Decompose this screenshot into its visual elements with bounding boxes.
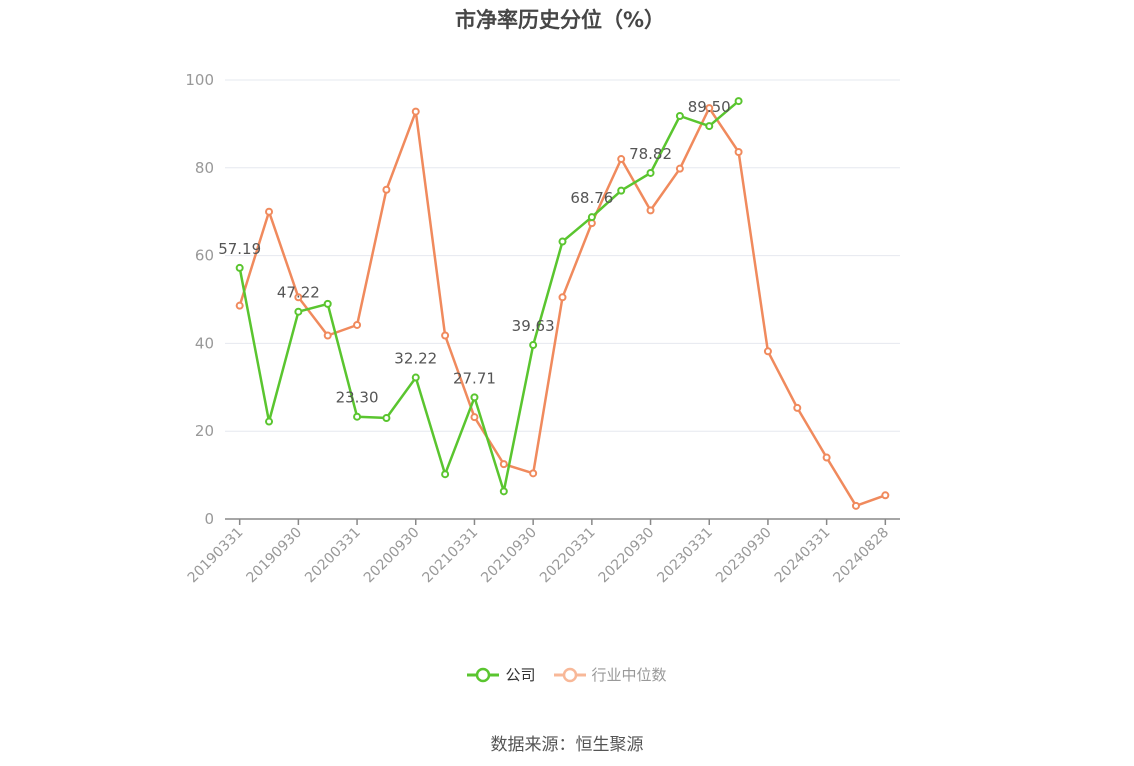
legend: 公司 行业中位数 [0,664,1134,685]
industry-data-point [441,331,450,340]
x-tick-label: 20230331 [654,525,716,587]
company-series-line [238,100,740,493]
company-data-point [529,341,538,350]
series-lines [235,97,890,510]
x-tick-label: 20230930 [713,525,775,587]
y-tick-label: 40 [195,334,214,352]
legend-item-industry[interactable]: 行业中位数 [553,664,667,685]
company-data-point [646,168,655,177]
industry-data-point [734,147,743,156]
company-data-point [499,487,508,496]
company-data-point [705,122,714,131]
industry-data-point [793,403,802,412]
industry-data-point [881,491,890,500]
y-tick-label: 100 [185,71,214,89]
company-data-point [470,393,479,402]
y-tick-label: 20 [195,422,214,440]
company-data-point [353,412,362,421]
y-tick-label: 60 [195,247,214,265]
company-data-point [294,307,303,316]
industry-data-point [265,207,274,216]
company-data-label: 47.22 [277,284,320,302]
industry-data-point [617,155,626,164]
company-data-point [587,213,596,222]
company-data-label: 57.19 [218,240,261,258]
x-tick-label: 20200331 [302,525,364,587]
x-tick-label: 20240331 [772,525,834,587]
company-data-label: 23.30 [336,389,379,407]
company-data-label: 68.76 [570,189,613,207]
pb-percentile-line-chart: 0 20 40 60 80 100 2019033120190930202003312020… [185,71,900,587]
company-data-point [441,470,450,479]
company-data-point [617,186,626,195]
x-tick-label: 20190331 [185,525,247,587]
company-data-label: 39.63 [512,317,555,335]
company-data-label: 32.22 [394,350,437,368]
x-tick-label: 20210331 [420,525,482,587]
legend-industry-label: 行业中位数 [591,666,667,684]
x-tick-label: 20220331 [537,525,599,587]
company-data-point [675,111,684,120]
industry-data-point [646,206,655,215]
industry-data-point [294,293,303,302]
company-data-point [558,237,567,246]
x-tick-label: 20200930 [361,525,423,587]
company-data-label: 89.50 [688,98,731,116]
x-tick-label: 20240828 [830,525,892,587]
y-tick-label: 80 [195,159,214,177]
x-tick-label: 20220930 [596,525,658,587]
industry-data-point [499,460,508,469]
x-tick-label: 20190930 [243,525,305,587]
industry-data-point [529,469,538,478]
company-data-point [265,417,274,426]
industry-data-point [382,185,391,194]
company-data-point [235,263,244,272]
legend-industry-swatch-icon [553,667,586,682]
data-labels: 57.19 47.22 23.30 32.22 27.71 39.63 68.76 78.82… [218,98,731,407]
y-tick-label: 0 [204,510,214,528]
x-tick-label: 20210930 [478,525,540,587]
company-data-point [323,299,332,308]
industry-data-point [763,347,772,356]
industry-data-point [353,320,362,329]
industry-data-point [470,413,479,422]
legend-company-label: 公司 [505,666,536,684]
company-data-label: 78.82 [629,145,672,163]
chart-title: 市净率历史分位（%） [454,8,666,32]
data-source-note: 数据来源：恒生聚源 [490,735,644,755]
industry-data-point [675,164,684,173]
industry-data-point [822,453,831,462]
legend-company-swatch-icon [467,667,500,682]
industry-data-point [323,331,332,340]
industry-data-point [558,293,567,302]
company-data-label: 27.71 [453,369,496,387]
grid-lines [225,79,900,432]
company-data-point [411,373,420,382]
company-data-point [734,97,743,106]
industry-data-point [411,107,420,116]
company-data-point [382,414,391,423]
industry-data-point [235,301,244,310]
industry-data-point [851,501,860,510]
industry-data-point [705,104,714,113]
legend-item-company[interactable]: 公司 [467,664,536,685]
